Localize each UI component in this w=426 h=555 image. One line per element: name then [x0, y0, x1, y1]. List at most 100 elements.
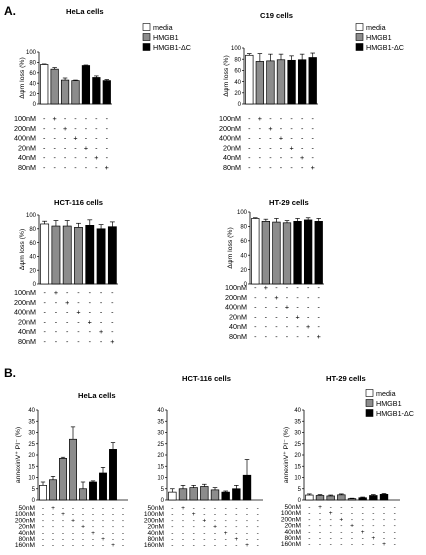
- chart-7-sign: -: [330, 529, 332, 536]
- chart-5-sign: -: [102, 511, 104, 518]
- chart-3-sign: -: [66, 288, 69, 297]
- chart-5-y-tick-label: 35: [28, 419, 35, 425]
- chart-7-sign: -: [330, 504, 332, 511]
- chart-4-sign: -: [318, 322, 321, 331]
- chart-6-row-label: 50nM: [148, 505, 165, 512]
- chart-6-sign: +: [245, 542, 249, 549]
- chart-7-sign: +: [339, 516, 343, 523]
- chart-5-row-label: 80nM: [19, 536, 36, 543]
- chart-1-legend-label: media: [153, 23, 173, 32]
- chart-4-bar: [303, 219, 313, 285]
- chart-7-legend-label: HMGB1: [376, 399, 402, 408]
- chart-1-sign: -: [85, 163, 88, 172]
- chart-6-sign: +: [224, 530, 228, 537]
- chart-5-sign: -: [42, 505, 44, 512]
- chart-7-sign: -: [372, 504, 374, 511]
- chart-5-y-tick-label: 40: [28, 408, 35, 414]
- chart-7-sign: -: [308, 510, 310, 517]
- chart-3-sign: -: [89, 298, 92, 307]
- chart-5-sign: +: [111, 542, 115, 549]
- chart-3-sign: -: [77, 337, 80, 346]
- chart-3-sign: +: [99, 327, 103, 336]
- chart-4-sign: -: [275, 303, 278, 312]
- chart-7-sign: -: [340, 510, 342, 517]
- chart-2-sign: -: [280, 153, 283, 162]
- chart-7-bar: [347, 498, 357, 501]
- chart-3-y-tick-label: 40: [29, 255, 36, 261]
- chart-4-sign: -: [254, 293, 257, 302]
- chart-2-legend-label: media: [366, 23, 386, 32]
- chart-7-sign: +: [361, 529, 365, 536]
- chart-6-sign: -: [182, 524, 184, 531]
- chart-6-sign: +: [192, 511, 196, 518]
- chart-1-sign: -: [53, 153, 56, 162]
- chart-7-row-label: 50nM: [285, 504, 302, 511]
- chart-3-sign: +: [110, 337, 114, 346]
- chart-3-row-label: 20nM: [18, 317, 36, 326]
- chart-4-sign: -: [275, 322, 278, 331]
- chart-5-sign: -: [72, 536, 74, 543]
- chart-5-sign: -: [122, 511, 124, 518]
- chart-6-bar: [242, 474, 252, 501]
- chart-5-sign: -: [72, 511, 74, 518]
- chart-3-sign: -: [77, 327, 80, 336]
- chart-6-sign: -: [246, 505, 248, 512]
- chart-7-sign: -: [340, 541, 342, 548]
- chart-2-bar: [245, 54, 254, 105]
- chart-4-sign: -: [286, 312, 289, 321]
- chart-5-sign: -: [42, 542, 44, 549]
- chart-5-sign: -: [112, 511, 114, 518]
- chart-4-sign: -: [307, 303, 310, 312]
- chart-1-row-label: 400nM: [14, 134, 36, 143]
- chart-3-sign: -: [111, 298, 114, 307]
- chart-5-row-label: 100nM: [15, 511, 35, 518]
- chart-2-row-label: 200nM: [219, 124, 241, 133]
- chart-5-sign: -: [82, 542, 84, 549]
- chart-5-sign: -: [92, 524, 94, 531]
- chart-5-sign: +: [71, 517, 75, 524]
- chart-4-sign: -: [318, 312, 321, 321]
- chart-6-bar: [200, 486, 209, 501]
- chart-7-bar: [305, 494, 314, 501]
- chart-7-sign: -: [372, 541, 374, 548]
- chart-6-sign: -: [214, 536, 216, 543]
- chart-5-sign: -: [52, 511, 54, 518]
- chart-3-sign: -: [55, 317, 58, 326]
- chart-4-y-label: Δψm loss (%): [227, 227, 234, 268]
- chart-3-sign: -: [43, 298, 46, 307]
- chart-6-sign: -: [225, 542, 227, 549]
- chart-3-sign: +: [76, 308, 80, 317]
- chart-7-sign: -: [351, 516, 353, 523]
- chart-3-sign: -: [100, 298, 103, 307]
- chart-7-sign: -: [383, 523, 385, 530]
- chart-5-row-label: 50nM: [19, 505, 36, 512]
- chart-4-sign: -: [286, 283, 289, 292]
- panel-b-label: B.: [4, 366, 16, 380]
- chart-4-sign: -: [265, 322, 268, 331]
- chart-7-sign: -: [351, 541, 353, 548]
- chart-3-sign: -: [111, 308, 114, 317]
- chart-3-sign: -: [55, 327, 58, 336]
- chart-7-sign: -: [351, 529, 353, 536]
- chart-2-sign: -: [290, 124, 293, 133]
- chart-5-sign: -: [102, 505, 104, 512]
- chart-4-sign: -: [307, 332, 310, 341]
- chart-1-sign: -: [95, 134, 98, 143]
- chart-7-legend-label: HMGB1-ΔC: [376, 409, 414, 418]
- chart-6-sign: -: [203, 505, 205, 512]
- chart-4-sign: +: [295, 312, 299, 321]
- chart-2-bar: [297, 59, 307, 105]
- chart-1-legend-label: HMGB1: [153, 33, 179, 42]
- chart-5-sign: -: [122, 517, 124, 524]
- chart-4-sign: -: [254, 303, 257, 312]
- chart-2-sign: -: [290, 163, 293, 172]
- chart-7-row-label: 40nM: [285, 529, 302, 536]
- chart-1-y-tick-label: 40: [29, 81, 36, 87]
- chart-6-sign: -: [225, 505, 227, 512]
- chart-5-sign: -: [92, 536, 94, 543]
- chart-4-title: HT-29 cells: [269, 198, 309, 207]
- chart-5-bar: [49, 479, 57, 501]
- chart-3-bar: [107, 226, 117, 285]
- chart-2-sign: -: [280, 124, 283, 133]
- chart-1-bar: [92, 77, 101, 105]
